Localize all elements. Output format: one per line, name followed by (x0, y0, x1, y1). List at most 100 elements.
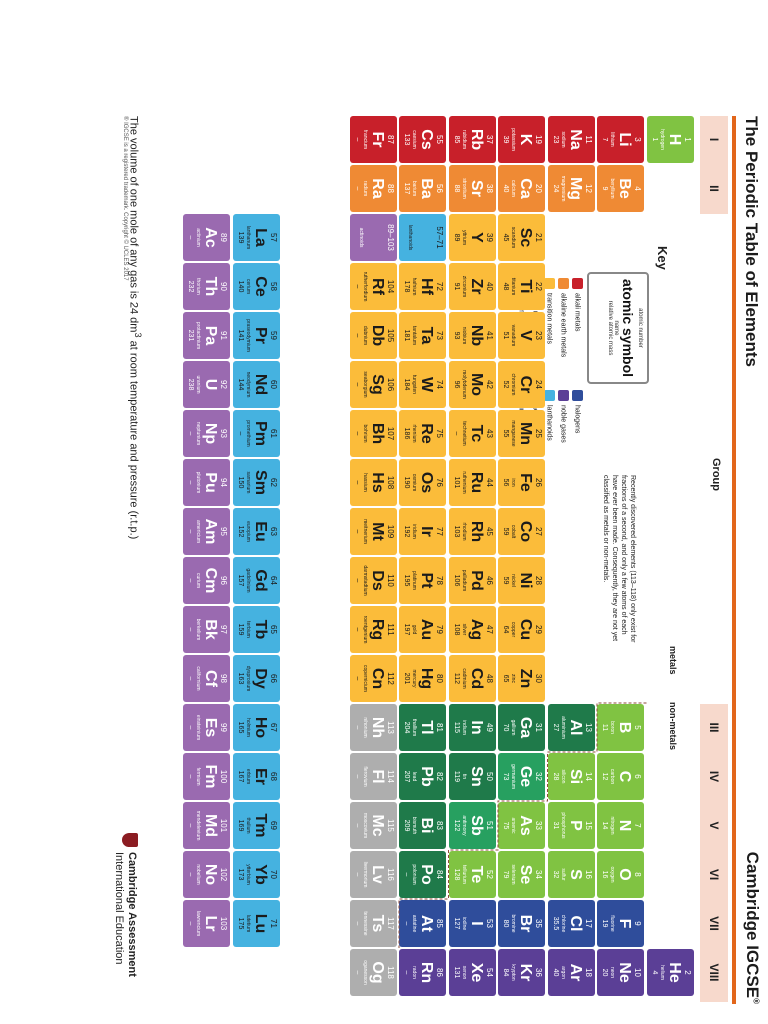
element-atomic-number: 41 (485, 331, 494, 340)
key-label-lanthanoid: lanthanoids (545, 405, 553, 441)
element-cell-ne: 10 Ne neon 20 (597, 949, 645, 996)
element-cell-po: 84 Po polonium – (399, 851, 447, 898)
key-swatch-noble (558, 390, 569, 401)
element-cell-re: 75 Re rhenium 186 (399, 410, 447, 457)
element-atomic-number: 113 (386, 721, 395, 734)
element-atomic-number: 90 (219, 282, 229, 291)
element-cell-tc: 43 Tc technetium – (449, 410, 496, 457)
element-atomic-number: 52 (485, 870, 494, 879)
element-symbol: Ra (369, 178, 386, 199)
element-atomic-number: 49 (485, 723, 494, 732)
element-atomic-number: 22 (534, 282, 544, 291)
element-cell-ta: 73 Ta tantalum 181 (399, 312, 447, 359)
element-atomic-number: 61 (269, 429, 278, 438)
key-relative-atomic-mass: relative atomic mass (607, 300, 613, 356)
element-cell-db: 105 Db dubnium – (350, 312, 397, 359)
element-atomic-number: 94 (219, 478, 229, 487)
element-mass: 56 (502, 478, 510, 487)
element-symbol: Mt (369, 522, 386, 541)
element-symbol: Sn (468, 766, 485, 787)
element-symbol: Lv (369, 865, 386, 884)
element-atomic-number: 64 (269, 576, 278, 585)
element-atomic-number: 74 (435, 380, 445, 389)
element-mass: – (187, 529, 195, 534)
element-atomic-number: 104 (386, 279, 395, 294)
element-symbol: P (567, 820, 584, 831)
element-name: berkelium (195, 618, 202, 641)
element-name: gallium (510, 719, 517, 736)
element-atomic-number: 43 (485, 429, 494, 438)
element-mass: 197 (403, 623, 411, 636)
element-mass: 70 (502, 723, 510, 732)
element-mass: – (187, 431, 195, 436)
element-name: actinoids (358, 227, 364, 248)
element-mass: 93 (453, 331, 460, 340)
element-symbol: Ba (418, 178, 436, 199)
element-mass: 40 (502, 184, 510, 193)
element-mass: 115 (453, 721, 460, 734)
element-atomic-number: 91 (219, 331, 229, 340)
element-atomic-number: 35 (534, 919, 544, 928)
key-label-noble: noble gases (559, 405, 567, 443)
element-mass: – (354, 774, 361, 779)
element-symbol: Tc (468, 424, 485, 443)
element-atomic-number: 38 (485, 184, 494, 193)
element-mass: 190 (403, 476, 411, 489)
element-mass: 20 (601, 968, 609, 977)
element-symbol: Fe (517, 473, 535, 492)
element-symbol: Ce (252, 276, 269, 297)
element-atomic-number: 97 (219, 625, 229, 634)
element-name: iodine (461, 916, 467, 931)
element-name: nihonium (362, 717, 368, 738)
element-symbol: Fr (369, 131, 386, 148)
element-cell-as: 33 As arsenic 75 (498, 802, 546, 849)
key-swatch-halogen (572, 390, 583, 401)
element-symbol: Ga (517, 716, 535, 739)
element-mass: 9 (601, 186, 609, 191)
element-symbol: Gd (252, 569, 269, 592)
element-name: bismuth (411, 816, 418, 835)
element-symbol: Pu (202, 472, 220, 493)
key-swatch-transition (544, 278, 555, 289)
element-atomic-number: 48 (485, 674, 494, 683)
element-cell-fl: 114 Fl flerovium – (350, 753, 397, 800)
element-atomic-number: 83 (435, 821, 445, 830)
element-mass: 7 (601, 137, 609, 142)
element-name: titanium (510, 277, 517, 296)
element-cell-zr: 40 Zr zirconium 91 (449, 263, 496, 310)
element-name: potassium (510, 128, 517, 151)
element-symbol: Li (616, 132, 634, 147)
element-cell-rh: 45 Rh rhodium 103 (449, 508, 496, 555)
element-atomic-number: 10 (633, 968, 643, 977)
element-atomic-number: 67 (269, 723, 278, 732)
element-name: platinum (411, 571, 418, 590)
key-title: Key (655, 246, 670, 270)
element-mass: 128 (453, 868, 460, 881)
element-cell-rg: 111 Rg roentgenium – (350, 606, 397, 653)
element-name: fluorine (609, 915, 616, 932)
element-mass: 12 (601, 772, 609, 781)
element-name: chromium (510, 373, 517, 396)
element-atomic-number: 79 (435, 625, 445, 634)
element-name: mercury (411, 669, 418, 688)
element-name: indium (461, 720, 467, 735)
element-mass: 14 (601, 821, 609, 830)
element-atomic-number: 24 (534, 380, 544, 389)
element-symbol: U (202, 378, 220, 391)
element-cell-mg: 12 Mg magnesium 24 (548, 165, 595, 212)
element-name: rubidium (461, 129, 467, 150)
element-symbol: Ru (468, 471, 485, 494)
element-cell-sg: 106 Sg seaborgium – (350, 361, 397, 408)
element-atomic-number: 116 (386, 868, 395, 881)
element-cell-at: 85 At astatine – (399, 900, 447, 947)
element-mass: 195 (403, 574, 411, 587)
element-mass: 96 (453, 380, 460, 389)
element-atomic-number: 99 (219, 723, 229, 732)
element-symbol: Rg (369, 618, 386, 641)
element-cell-te: 52 Te tellurium 128 (449, 851, 496, 898)
element-mass: 1 (651, 137, 658, 142)
element-symbol: Ge (517, 765, 535, 788)
element-mass: – (354, 872, 361, 877)
